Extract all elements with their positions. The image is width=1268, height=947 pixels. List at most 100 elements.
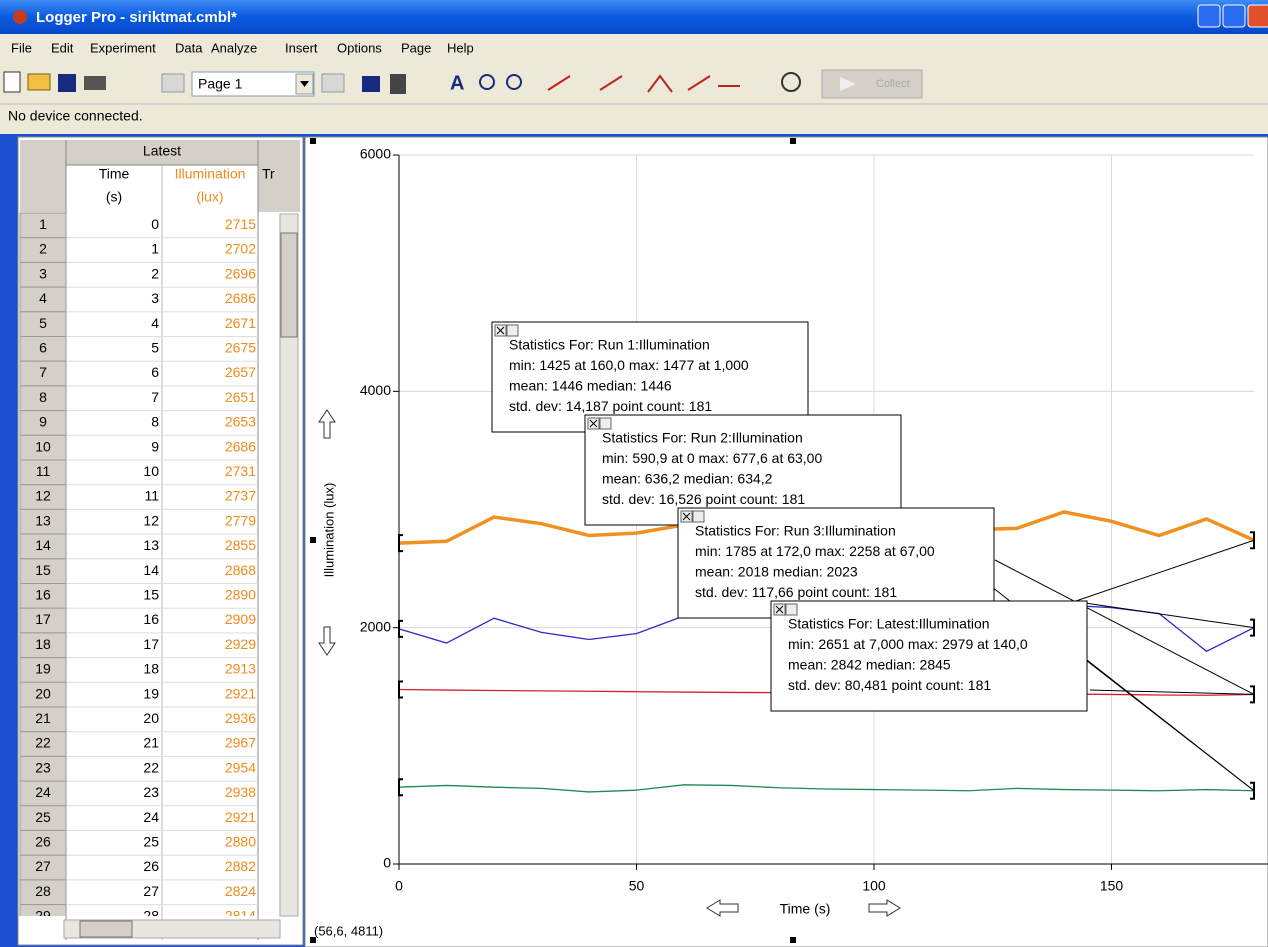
scroll-arrow[interactable]: [868, 899, 901, 917]
menu-item[interactable]: Data: [175, 40, 203, 55]
row-header: [19, 830, 67, 856]
cursor-readout: (56,6, 4811): [314, 923, 383, 938]
tool-icon[interactable]: [362, 76, 380, 92]
zoom-in-icon[interactable]: [479, 74, 495, 90]
connector: [1084, 602, 1255, 629]
menu-item[interactable]: Experiment: [90, 40, 156, 55]
open-icon[interactable]: [27, 73, 51, 91]
connector: [994, 559, 1255, 695]
row-label: 28: [35, 883, 51, 899]
stats-line: mean: 1446 median: 1446: [509, 378, 672, 394]
stats-box[interactable]: [491, 321, 809, 433]
region-bracket: [1250, 685, 1255, 704]
illumination-cell: 2715: [225, 216, 256, 232]
collapse-box[interactable]: [785, 603, 798, 616]
menu-item[interactable]: Help: [447, 40, 474, 55]
stats-box[interactable]: [584, 414, 902, 526]
column-name: Illumination: [175, 166, 246, 182]
time-cell: 26: [143, 858, 159, 874]
collapse-box[interactable]: [506, 324, 519, 337]
scroll-thumb[interactable]: [280, 232, 298, 338]
row-header: [19, 681, 67, 708]
minimize-button[interactable]: [1197, 4, 1221, 28]
x-axis-label: Time (s): [780, 901, 831, 917]
time-cell: 4: [151, 315, 159, 331]
illumination-cell: 2651: [225, 389, 256, 405]
illumination-cell: 2686: [225, 290, 256, 306]
row-label: 10: [35, 438, 51, 454]
time-cell: 3: [151, 290, 159, 306]
vertical-scrollbar[interactable]: [279, 213, 299, 917]
menu-item[interactable]: Edit: [51, 40, 74, 55]
illumination-cell: 2954: [225, 759, 256, 775]
new-icon[interactable]: [3, 71, 21, 93]
page-name: Page 1: [198, 76, 243, 92]
menu-item[interactable]: Insert: [285, 40, 318, 55]
column-name: Time: [99, 166, 130, 182]
column-unit: (lux): [196, 189, 223, 205]
close-button[interactable]: [1247, 4, 1268, 28]
row-header: [19, 854, 67, 881]
menu-item[interactable]: Page: [401, 40, 431, 55]
illumination-cell: 2814: [225, 908, 256, 924]
restore-button[interactable]: [1222, 4, 1246, 28]
stats-line: std. dev: 16,526 point count: 181: [602, 491, 805, 507]
zoom-out-icon[interactable]: [506, 74, 522, 90]
row-label: 8: [39, 389, 47, 405]
stats-line: mean: 636,2 median: 634,2: [602, 471, 773, 487]
save-icon[interactable]: [58, 74, 76, 92]
time-cell: 21: [143, 735, 159, 751]
prev-page[interactable]: [161, 73, 185, 93]
stats-line: std. dev: 117,66 point count: 181: [695, 584, 897, 600]
time-cell: 5: [151, 340, 159, 356]
region-bracket: [1250, 618, 1255, 637]
illumination-cell: 2938: [225, 784, 256, 800]
illumination-cell: 2731: [225, 463, 256, 479]
illumination-cell: 2824: [225, 883, 256, 899]
print-icon[interactable]: [84, 76, 106, 90]
scroll-thumb[interactable]: [79, 920, 133, 938]
data-line: [398, 784, 1255, 793]
row-header: [19, 780, 67, 807]
time-cell: 13: [143, 537, 159, 553]
time-cell: 18: [143, 661, 159, 677]
scroll-arrow[interactable]: [318, 409, 336, 439]
time-cell: 12: [143, 512, 159, 528]
collect-button[interactable]: [821, 69, 923, 99]
autoscale-icon[interactable]: A: [450, 72, 464, 94]
region-bracket: [398, 778, 403, 797]
menu-item[interactable]: Analyze: [211, 40, 257, 55]
collapse-box[interactable]: [599, 417, 612, 430]
row-header: [19, 731, 67, 757]
x-tick-label: 0: [395, 878, 403, 894]
x-tick-label: 50: [629, 878, 645, 894]
illumination-cell: 2929: [225, 636, 256, 652]
analysis-icons[interactable]: [547, 74, 740, 93]
row-label: 1: [39, 216, 47, 232]
collapse-box[interactable]: [692, 510, 705, 523]
page-select[interactable]: [191, 71, 315, 97]
tool-icon[interactable]: [390, 74, 406, 94]
scroll-arrow[interactable]: [706, 899, 739, 917]
row-label: 24: [35, 784, 51, 800]
collect-label: Collect: [876, 78, 910, 90]
row-label: 13: [35, 512, 51, 528]
next-page[interactable]: [321, 73, 345, 93]
menu-item[interactable]: File: [11, 40, 32, 55]
timer-icon[interactable]: [781, 72, 801, 92]
time-cell: 9: [151, 438, 159, 454]
illumination-cell: 2921: [225, 685, 256, 701]
stats-box[interactable]: [677, 507, 995, 619]
time-cell: 6: [151, 364, 159, 380]
time-cell: 11: [144, 488, 159, 504]
y-tick-label: 6000: [360, 146, 391, 162]
menu-item[interactable]: Options: [337, 40, 382, 55]
stats-line: min: 1425 at 160,0 max: 1477 at 1,000: [509, 357, 749, 373]
region-bracket: [398, 534, 403, 553]
stats-box[interactable]: [770, 600, 1088, 712]
row-label: 22: [35, 735, 51, 751]
stats-line: min: 1785 at 172,0 max: 2258 at 67,00: [695, 543, 935, 559]
row-header: [19, 632, 67, 659]
scroll-arrow[interactable]: [318, 626, 336, 656]
